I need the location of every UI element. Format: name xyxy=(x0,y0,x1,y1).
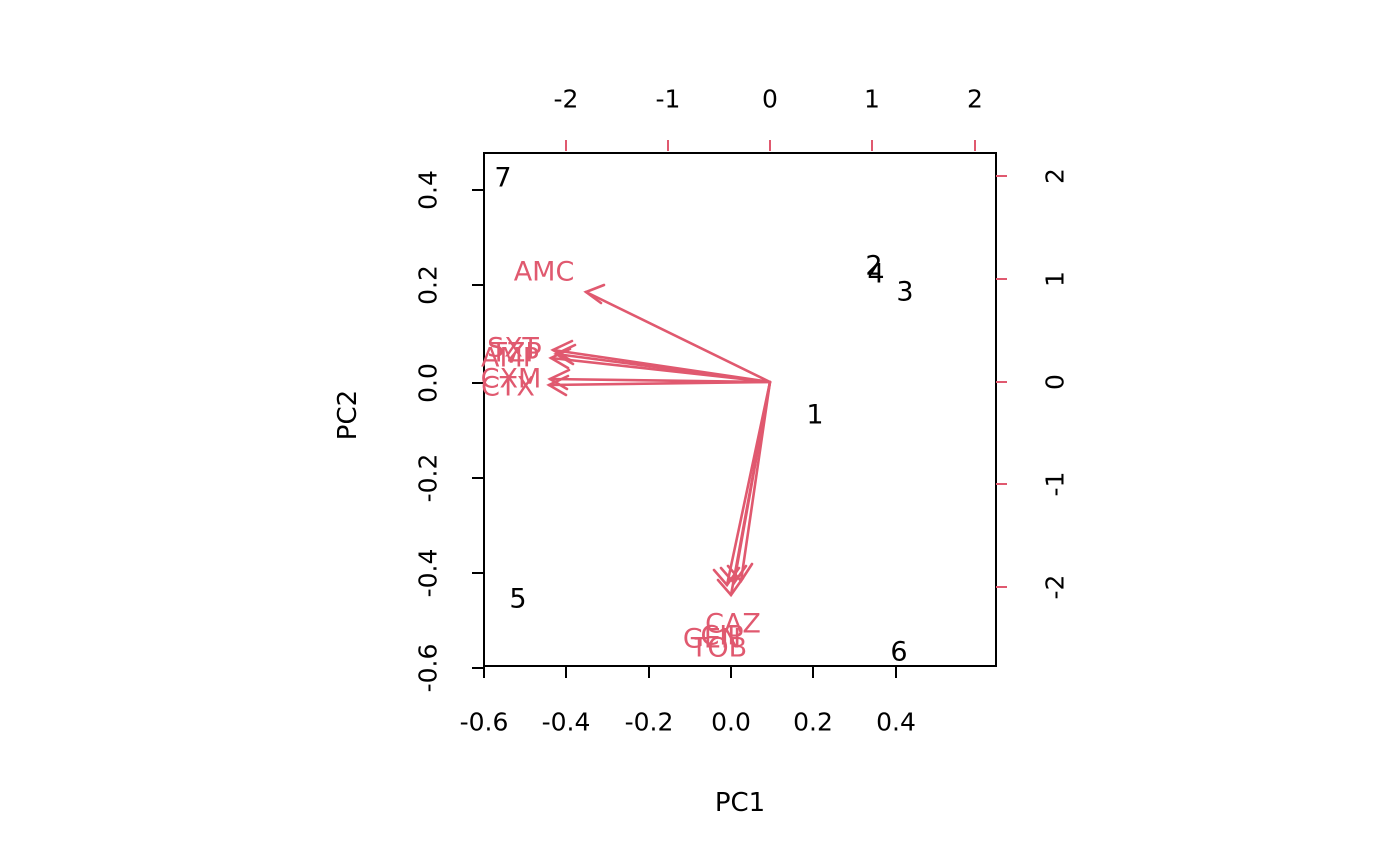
loading-label-tob: TOB xyxy=(690,632,748,664)
left-tick-5 xyxy=(472,667,483,669)
loading-label-caz: CAZ xyxy=(705,608,761,640)
loading-label-ctx: CTX xyxy=(481,371,535,403)
score-point-1: 1 xyxy=(806,399,824,431)
left-tick-label-2: 0.0 xyxy=(413,363,443,403)
top-tick-1 xyxy=(667,140,669,151)
x-axis-title: PC1 xyxy=(714,788,766,818)
bottom-tick-label-1: -0.4 xyxy=(541,707,591,737)
bottom-tick-3 xyxy=(730,667,732,678)
score-point-5: 5 xyxy=(509,583,527,615)
bottom-tick-1 xyxy=(565,667,567,678)
bottom-tick-label-0: -0.6 xyxy=(459,707,509,737)
right-tick-label-2: 0 xyxy=(1040,374,1070,390)
top-tick-label-0: -2 xyxy=(553,84,579,114)
loading-label-amp: AMP xyxy=(480,342,540,374)
bottom-tick-label-5: 0.4 xyxy=(876,707,916,737)
left-tick-label-1: 0.2 xyxy=(413,265,443,305)
left-tick-label-0: 0.4 xyxy=(413,170,443,210)
top-tick-4 xyxy=(974,140,976,151)
plot-frame xyxy=(483,152,997,667)
right-tick-3 xyxy=(996,483,1007,485)
left-tick-4 xyxy=(472,572,483,574)
loading-label-amc: AMC xyxy=(513,256,575,288)
top-tick-label-3: 1 xyxy=(864,84,880,114)
loading-label-tzp: TZP xyxy=(490,337,542,369)
top-tick-3 xyxy=(871,140,873,151)
right-tick-label-3: -1 xyxy=(1040,471,1070,497)
bottom-tick-0 xyxy=(483,667,485,678)
y-axis-title: PC2 xyxy=(333,389,363,441)
bottom-tick-label-4: 0.2 xyxy=(793,707,833,737)
top-tick-2 xyxy=(769,140,771,151)
loading-label-sxt: SXT xyxy=(487,332,539,364)
bottom-tick-label-3: 0.0 xyxy=(711,707,751,737)
left-tick-label-3: -0.2 xyxy=(413,453,443,503)
top-tick-label-2: 0 xyxy=(762,84,778,114)
left-tick-2 xyxy=(472,382,483,384)
loading-label-gen: GEN xyxy=(682,623,742,655)
bottom-tick-label-2: -0.2 xyxy=(624,707,674,737)
right-tick-label-0: 2 xyxy=(1040,168,1070,184)
left-tick-label-5: -0.6 xyxy=(413,643,443,693)
right-tick-2 xyxy=(996,381,1007,383)
left-tick-1 xyxy=(472,284,483,286)
loading-label-cip: CIP xyxy=(700,620,744,652)
left-tick-3 xyxy=(472,477,483,479)
top-tick-label-4: 2 xyxy=(967,84,983,114)
score-point-2: 2 xyxy=(865,250,883,282)
score-point-6: 6 xyxy=(890,636,908,668)
loading-label-cxm: CXM xyxy=(480,363,542,395)
right-tick-0 xyxy=(996,175,1007,177)
top-tick-label-1: -1 xyxy=(655,84,681,114)
right-tick-label-4: -2 xyxy=(1040,574,1070,600)
bottom-tick-4 xyxy=(812,667,814,678)
left-tick-0 xyxy=(472,189,483,191)
score-point-7: 7 xyxy=(494,162,512,194)
bottom-tick-2 xyxy=(648,667,650,678)
right-tick-4 xyxy=(996,586,1007,588)
left-tick-label-4: -0.4 xyxy=(413,548,443,598)
top-tick-0 xyxy=(565,140,567,151)
right-tick-1 xyxy=(996,278,1007,280)
bottom-tick-5 xyxy=(895,667,897,678)
right-tick-label-1: 1 xyxy=(1040,271,1070,287)
score-point-3: 3 xyxy=(896,276,914,308)
score-point-4: 4 xyxy=(867,258,885,290)
